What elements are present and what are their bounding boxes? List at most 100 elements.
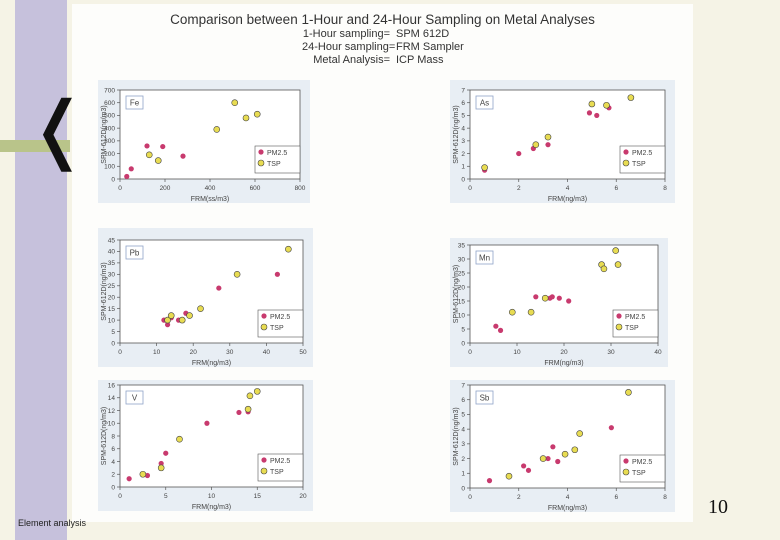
element-label: Fe [130, 99, 140, 108]
x-tick-label: 600 [250, 185, 261, 192]
y-tick-label: 15 [108, 306, 116, 313]
tsp-data-point [167, 312, 175, 319]
legend-label: TSP [270, 325, 284, 332]
tsp-data-point [154, 157, 162, 164]
tsp-data-point [505, 472, 513, 480]
y-tick-label: 4 [461, 426, 465, 433]
x-tick-label: 6 [614, 494, 618, 501]
legend-marker-pm25 [623, 458, 629, 464]
y-tick-label: 1 [461, 164, 465, 171]
tsp-data-point [285, 245, 292, 253]
legend-marker-pm25 [616, 313, 622, 319]
element-label-box [125, 245, 144, 260]
y-tick-label: 12 [108, 408, 116, 415]
tsp-data-point [544, 133, 552, 141]
green-accent-bar [0, 140, 70, 152]
tsp-data-point [541, 294, 549, 302]
y-tick-label: 3 [461, 138, 465, 145]
legend-marker-pm25 [258, 149, 264, 155]
pm25-data-point [160, 143, 166, 150]
tsp-data-point [213, 126, 221, 133]
tsp-data-point [253, 110, 261, 118]
y-tick-label: 300 [104, 138, 115, 145]
y-axis-label: SPM-612D(ng/m3) [453, 265, 460, 323]
chart-as: 0 2 4 6 8 0 1 2 3 4 5 6 7 FRM(ng/m3) SPM-612D(ng/m3) As… [450, 80, 675, 203]
x-axis-label: FRM(ng/m3) [548, 196, 587, 203]
legend-label: TSP [625, 325, 639, 332]
method-definitions: 1-Hour sampling= SPM 612D 24-Hour samplin… [302, 28, 464, 67]
pm25-data-point [204, 420, 210, 426]
y-tick-label: 2 [461, 151, 465, 158]
pm25-data-point [525, 467, 532, 473]
definition-key: 24-Hour sampling= [302, 41, 396, 53]
x-tick-label: 8 [663, 494, 667, 501]
y-tick-label: 7 [461, 382, 465, 389]
legend-label: TSP [632, 161, 646, 168]
legend-marker-pm25 [261, 313, 267, 319]
y-tick-label: 45 [108, 237, 116, 244]
x-tick-label: 10 [153, 349, 161, 356]
tsp-data-point [242, 114, 250, 122]
x-axis-label: FRM(ng/m3) [548, 505, 587, 512]
y-tick-label: 8 [111, 433, 115, 440]
x-tick-label: 8 [663, 185, 667, 192]
tsp-data-point [614, 261, 622, 268]
y-tick-label: 2 [111, 472, 115, 479]
tsp-data-point [625, 389, 632, 396]
y-axis-label: SPM-612D(ng/m3) [101, 407, 108, 465]
tsp-data-point [233, 271, 241, 278]
element-label-box [475, 250, 494, 265]
y-tick-label: 600 [104, 100, 115, 107]
x-tick-label: 10 [513, 349, 521, 356]
legend-label: TSP [632, 470, 646, 477]
tsp-data-point [588, 100, 596, 108]
legend-label: PM2.5 [267, 150, 287, 157]
x-tick-label: 15 [254, 493, 262, 500]
y-tick-label: 700 [104, 87, 115, 94]
chart-mn: 0 10 20 30 40 0 5 10 15 20 25 30 35 FRM(ng/m3) SPM-612… [450, 238, 668, 367]
legend-label: PM2.5 [632, 150, 652, 157]
legend-marker-pm25 [623, 149, 629, 155]
definition-value: FRM Sampler [396, 41, 464, 53]
y-tick-label: 2 [461, 456, 465, 463]
legend-box [619, 454, 666, 483]
chart-sb: 0 2 4 6 8 0 1 2 3 4 5 6 7 FRM(ng/m3) SPM-612D(ng/m3) Sb… [450, 380, 675, 512]
definition-row: Metal Analysis= ICP Mass [302, 54, 464, 67]
x-tick-label: 20 [190, 349, 198, 356]
x-tick-label: 0 [118, 493, 122, 500]
tsp-data-point [571, 446, 579, 454]
figure-title: Comparison between 1-Hour and 24-Hour Sa… [170, 12, 595, 27]
legend-marker-tsp [622, 159, 630, 167]
chart-pb: 0 10 20 30 40 50 0 5 10 15 20 25 30 35 40 45 FRM(ng/m3) S… [98, 228, 313, 367]
scatter-charts-grid: 0 200 400 600 8000100200300400500600700FRM(s… [98, 80, 675, 512]
x-tick-label: 2 [517, 494, 521, 501]
tsp-data-point [576, 430, 583, 437]
x-tick-label: 20 [560, 349, 568, 356]
definition-key: 1-Hour sampling= [302, 28, 390, 40]
tsp-data-point [561, 450, 569, 458]
x-tick-label: 0 [118, 185, 122, 192]
x-tick-label: 10 [208, 493, 216, 500]
tsp-data-point [253, 388, 261, 395]
y-axis-label: SPM-612D(ng/m3) [101, 262, 108, 320]
definition-value: SPM 612D [396, 28, 450, 40]
x-tick-label: 800 [295, 185, 306, 192]
tsp-data-point [539, 455, 547, 462]
y-tick-label: 5 [461, 412, 465, 419]
legend-marker-tsp [257, 159, 265, 167]
legend-marker-tsp [615, 323, 623, 331]
tsp-data-point [603, 101, 610, 109]
x-axis-label: FRM(ng/m3) [192, 360, 231, 367]
legend-label: PM2.5 [270, 314, 290, 321]
y-tick-label: 0 [111, 340, 115, 347]
tsp-data-point [145, 151, 153, 159]
x-tick-label: 200 [160, 185, 171, 192]
y-tick-label: 10 [458, 312, 466, 319]
x-tick-label: 30 [226, 349, 234, 356]
element-label-box [475, 95, 494, 110]
y-tick-label: 35 [458, 242, 466, 249]
y-axis-label: SPM-612D(ng/m3) [453, 105, 460, 163]
legend-label: TSP [270, 469, 284, 476]
legend-label: PM2.5 [625, 314, 645, 321]
definition-row: 24-Hour sampling=FRM Sampler [302, 41, 464, 54]
